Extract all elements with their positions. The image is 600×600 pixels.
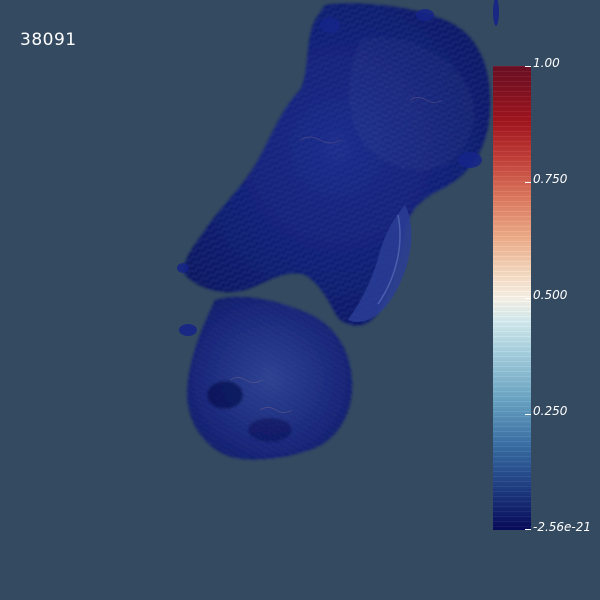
- colorbar-bands: [493, 66, 531, 530]
- colorbar-tick-mark-025: [525, 414, 531, 415]
- plume-upper-body: [184, 3, 491, 326]
- colorbar-tick-mark-max: [525, 66, 531, 67]
- plume-lower-lobe: [187, 296, 353, 460]
- colorbar-tick-max: 1.00: [533, 56, 560, 70]
- plume-fragments: [177, 0, 499, 336]
- colorbar-gradient: [493, 66, 531, 530]
- colorbar-tick-min: -2.56e-21: [533, 520, 592, 534]
- plume-warm-streaks: [229, 97, 443, 413]
- colorbar-tick-025: 0.250: [533, 404, 568, 418]
- colorbar-tick-mark-075: [525, 182, 531, 183]
- colorbar-tick-075: 0.750: [533, 172, 568, 186]
- colorbar: [493, 66, 531, 530]
- colorbar-tick-mark-min: [525, 529, 531, 530]
- colorbar-tick-050: 0.500: [533, 288, 568, 302]
- plume-flank: [348, 205, 412, 322]
- time-step-label: 38091: [20, 30, 77, 50]
- colorbar-tick-mark-050: [525, 298, 531, 299]
